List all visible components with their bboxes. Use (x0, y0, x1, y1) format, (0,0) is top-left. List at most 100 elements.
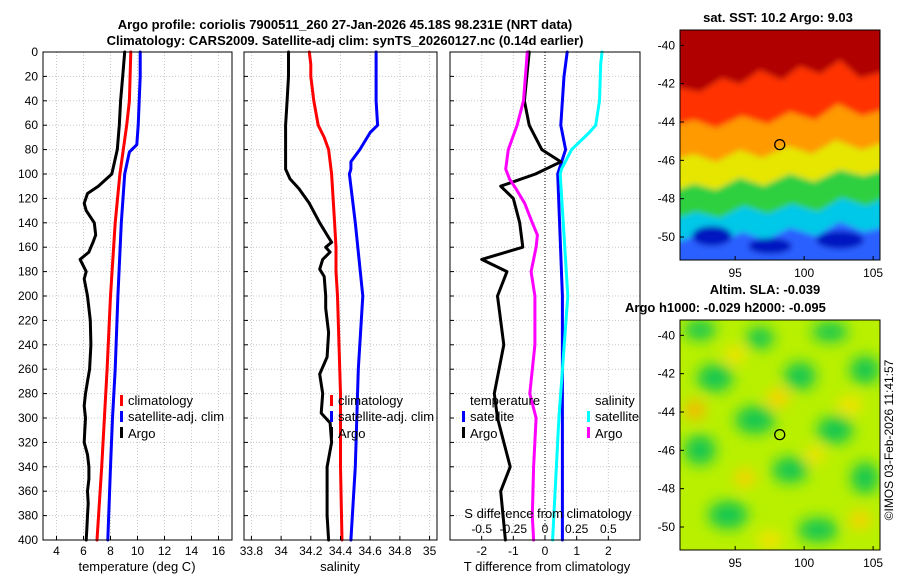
salinity-legend: climatology satellite-adj. clim Argo (330, 393, 434, 441)
legend-label-argo: Argo (338, 426, 365, 441)
series-line-argo (78, 50, 127, 542)
salinity-panel: 33.8 34 34.2 34.4 34.6 34.8 35 (240, 50, 438, 558)
sla-high-blob (725, 347, 745, 363)
x-tick-label: 34.4 (329, 544, 353, 558)
series-line-temperature-argo (480, 50, 563, 542)
imos-timestamp: ©IMOS 03-Feb-2026 11:41:57 (882, 359, 896, 520)
difference-legend: temperature satellite Argo salinity sate… (462, 393, 639, 441)
x-tick-label: 16 (212, 544, 226, 558)
legend-label-climatology: climatology (128, 393, 194, 408)
map-x-tick-label: 95 (728, 266, 742, 280)
map-y-tick-label: -50 (658, 520, 676, 534)
legend-swatch-sal-satellite (587, 411, 590, 422)
difference-xlabel: T difference from climatology (464, 559, 631, 574)
temperature-xlabel: temperature (deg C) (78, 559, 195, 574)
y-tick-label: 400 (18, 533, 38, 547)
sla-high-blob (735, 469, 755, 487)
map-x-tick-label: 105 (863, 556, 883, 570)
x-tick-label: 33.8 (240, 544, 264, 558)
figure-title-line1: Argo profile: coriolis 7900511_260 27-Ja… (118, 17, 573, 32)
map-y-tick-label: -46 (658, 153, 676, 167)
legend-label-satellite: satellite-adj. clim (128, 409, 224, 424)
x-tick-label: 8 (107, 544, 114, 558)
series-line-satellite-adj-clim (106, 50, 142, 542)
x-tick-label: 34.6 (359, 544, 383, 558)
y-tick-label: 240 (18, 338, 38, 352)
x-tick-label: 34.2 (299, 544, 323, 558)
x-tick-label: 2 (605, 544, 612, 558)
x-tick-label: 14 (185, 544, 199, 558)
map-x-tick-label: 95 (728, 556, 742, 570)
series-line-salinity-argo (504, 50, 539, 542)
sla-low-blob (735, 406, 775, 434)
series-line-argo (284, 50, 334, 542)
map-y-tick-label: -48 (658, 482, 676, 496)
difference-panel: -2 -1 0 1 2 -0.5 -0.25 0 0.25 0.5 (449, 50, 641, 558)
sla-low-blob (684, 435, 716, 465)
y-tick-label: 20 (25, 69, 39, 83)
sla-high-blob (806, 447, 824, 463)
argo-float-marker (774, 428, 786, 441)
x-tick-label: 35 (423, 544, 437, 558)
series-line-climatology (307, 50, 344, 542)
sst-map-axes: 95 100 105 -40 -42 -44 -46 -48 -50 (658, 38, 884, 280)
y-tick-label: 360 (18, 484, 38, 498)
sst-cold-patch (748, 238, 792, 254)
y-tick-label: 180 (18, 265, 38, 279)
x-tick-label: 10 (131, 544, 145, 558)
sla-low-blob (851, 462, 879, 494)
x-tick-label: -2 (476, 544, 487, 558)
legend-label-temp-satellite: satellite (470, 409, 514, 424)
temperature-panel: 4 6 8 10 12 14 1602040608010012014016018020022… (18, 45, 233, 558)
y-tick-label: 120 (18, 191, 38, 205)
legend-label-satellite: satellite-adj. clim (338, 409, 434, 424)
legend-header-salinity: salinity (595, 393, 635, 408)
sst-cold-patch (816, 231, 864, 249)
figure-title-line2: Climatology: CARS2009. Satellite-adj cli… (107, 33, 584, 48)
sla-low-blob (684, 320, 716, 340)
legend-swatch-climatology (330, 395, 333, 406)
sst-cold-patch (692, 226, 732, 246)
y-tick-label: 140 (18, 216, 38, 230)
x-tick-label: 6 (80, 544, 87, 558)
y-tick-label: 100 (18, 167, 38, 181)
map-y-tick-label: -42 (658, 367, 676, 381)
legend-label-temp-argo: Argo (470, 426, 497, 441)
legend-label-argo: Argo (128, 426, 155, 441)
series-line-climatology (95, 50, 133, 542)
sla-map-subtitle: Argo h1000: -0.029 h2000: -0.095 (625, 300, 826, 315)
map-x-tick-label: 100 (794, 266, 814, 280)
map-y-tick-label: -42 (658, 77, 676, 91)
legend-swatch-argo (120, 427, 123, 438)
legend-swatch-temp-satellite (462, 411, 465, 422)
sst-band-yellow (680, 140, 880, 190)
legend-label-climatology: climatology (338, 393, 404, 408)
sst-band-red (680, 60, 880, 128)
sla-low-blob (817, 416, 853, 444)
sla-low-blob (812, 322, 848, 342)
y-tick-label: 60 (25, 118, 39, 132)
y-tick-label: 0 (31, 45, 38, 59)
top-tick-label: 0.5 (600, 522, 617, 536)
sst-map-frame (679, 29, 881, 261)
legend-label-sal-argo: Argo (595, 426, 622, 441)
sla-low-blob (784, 362, 816, 390)
legend-swatch-argo (330, 427, 333, 438)
map-y-tick-label: -40 (658, 328, 676, 342)
top-tick-label: -0.5 (471, 522, 492, 536)
y-tick-label: 380 (18, 509, 38, 523)
sla-map-frame (679, 319, 881, 551)
series-line-temperature-satellite (556, 50, 569, 542)
y-tick-label: 40 (25, 94, 39, 108)
y-tick-label: 160 (18, 240, 38, 254)
map-y-tick-label: -46 (658, 443, 676, 457)
sla-high-blob (838, 397, 862, 413)
legend-swatch-satellite (330, 411, 333, 422)
y-tick-label: 340 (18, 460, 38, 474)
sla-heatmap (680, 320, 880, 550)
y-tick-label: 220 (18, 313, 38, 327)
argo-float-marker (774, 138, 786, 151)
temperature-legend: climatology satellite-adj. clim Argo (120, 393, 224, 441)
y-tick-label: 320 (18, 435, 38, 449)
